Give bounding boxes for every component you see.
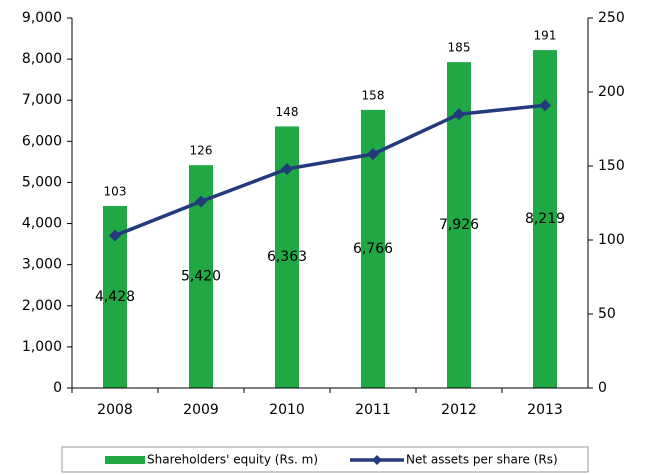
line-marker [367,148,379,161]
y-tick-label: 8,000 [22,51,62,67]
line-value-label: 191 [534,29,557,43]
line-value-label: 185 [448,41,471,55]
y2-tick-label: 150 [598,158,625,174]
legend-swatch [105,456,145,464]
line-value-label: 126 [190,144,213,158]
legend-label: Shareholders' equity (Rs. m) [147,453,318,467]
y2-tick-label: 100 [598,232,625,248]
bar-value-label: 5,420 [181,269,221,285]
x-tick-label: 2010 [269,402,305,418]
legend-label: Net assets per share (Rs) [406,453,558,467]
y-tick-label: 0 [53,380,62,396]
line-marker [539,99,551,112]
bar-value-label: 4,428 [95,289,135,305]
bar-value-label: 7,926 [439,217,479,233]
legend-marker [372,455,382,465]
bar-value-label: 6,766 [353,241,393,257]
bar-value-label: 8,219 [525,211,565,227]
y-tick-label: 1,000 [22,339,62,355]
y-tick-label: 4,000 [22,216,62,232]
legend-box [61,446,589,473]
y-tick-label: 3,000 [22,257,62,273]
line-marker [281,162,293,175]
y-tick-label: 6,000 [22,133,62,149]
y2-tick-label: 50 [598,306,616,322]
line-marker [109,229,121,242]
y-tick-label: 7,000 [22,92,62,108]
y-tick-label: 5,000 [22,174,62,190]
x-tick-label: 2009 [183,402,219,418]
line-marker [195,195,207,208]
y-tick-label: 2,000 [22,298,62,314]
x-tick-label: 2013 [527,402,563,418]
y2-tick-label: 0 [598,380,607,396]
line [114,103,546,238]
line-value-label: 148 [276,105,299,119]
x-tick-label: 2008 [97,402,133,418]
y-tick-label: 9,000 [22,10,62,26]
bar-value-label: 6,363 [267,249,307,265]
y2-tick-label: 200 [598,84,625,100]
y2-tick-label: 250 [598,10,625,26]
x-tick-label: 2012 [441,402,477,418]
line-marker [453,108,465,121]
line-value-label: 103 [104,184,127,198]
line-value-label: 158 [362,88,385,102]
x-tick-label: 2011 [355,402,391,418]
